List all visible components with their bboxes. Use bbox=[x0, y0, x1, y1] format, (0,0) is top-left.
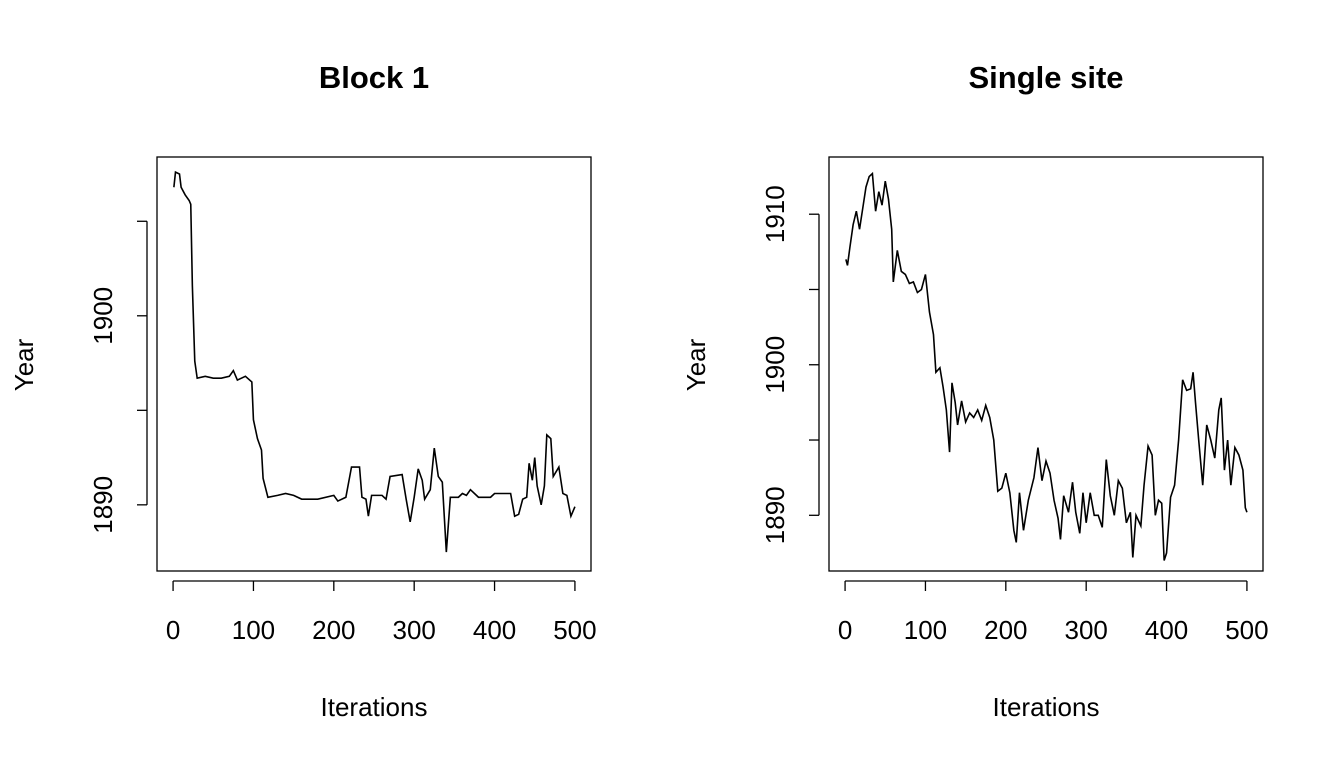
y-tick-label: 1890 bbox=[88, 476, 118, 534]
y-axis-label: Year bbox=[681, 338, 711, 391]
x-tick-label: 500 bbox=[1225, 615, 1268, 645]
y-axis-label: Year bbox=[9, 338, 39, 391]
x-tick-label: 400 bbox=[1145, 615, 1188, 645]
y-tick-label: 1910 bbox=[760, 185, 790, 243]
x-tick-label: 0 bbox=[838, 615, 852, 645]
x-tick-label: 200 bbox=[984, 615, 1027, 645]
y-tick-label: 1900 bbox=[88, 287, 118, 345]
data-line bbox=[173, 170, 576, 553]
chart-title: Single site bbox=[968, 60, 1123, 95]
x-tick-label: 300 bbox=[1064, 615, 1107, 645]
x-tick-label: 300 bbox=[392, 615, 435, 645]
plot-frame bbox=[156, 156, 592, 572]
data-line bbox=[845, 171, 1248, 561]
y-tick-label: 1900 bbox=[760, 336, 790, 394]
plot-frame bbox=[828, 156, 1264, 572]
chart-title: Block 1 bbox=[319, 60, 429, 95]
x-tick-label: 200 bbox=[312, 615, 355, 645]
x-tick-label: 400 bbox=[473, 615, 516, 645]
x-axis-label: Iterations bbox=[993, 692, 1100, 722]
x-tick-label: 100 bbox=[232, 615, 275, 645]
x-tick-label: 0 bbox=[166, 615, 180, 645]
y-tick-label: 1890 bbox=[760, 486, 790, 544]
x-tick-label: 100 bbox=[904, 615, 947, 645]
x-tick-label: 500 bbox=[553, 615, 596, 645]
x-axis-label: Iterations bbox=[321, 692, 428, 722]
